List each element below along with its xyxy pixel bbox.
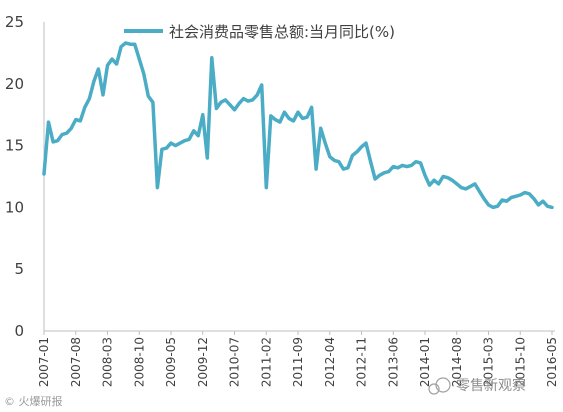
x-tick-label: 2008-10 [132, 337, 146, 387]
watermark-left: © 火爆研报 [4, 394, 63, 408]
y-tick-label: 25 [5, 13, 24, 31]
series-line-0 [42, 41, 554, 210]
x-tick-label: 2015-10 [513, 337, 527, 387]
x-tick-label: 2013-06 [386, 337, 400, 387]
x-tick-label: 2007-01 [37, 337, 51, 387]
x-tick-label: 2008-03 [101, 337, 115, 387]
y-axis: 0 5 10 15 20 25 [5, 13, 45, 340]
watermark-right: 零售新观察 [456, 377, 526, 394]
x-tick-label: 2014-08 [450, 337, 464, 387]
x-tick-label: 2016-05 [545, 337, 559, 387]
y-tick-label: 15 [5, 137, 24, 155]
x-tick-label: 2010-07 [228, 337, 242, 387]
watermark-bubble-icon-small [428, 383, 440, 395]
x-tick-marks [43, 331, 553, 335]
legend[interactable]: 社会消费品零售总额:当月同比(%) [124, 23, 395, 41]
series-lines [42, 41, 554, 210]
x-tick-labels: 2007-01 2007-08 2008-03 2008-10 2009-05 2009-… [37, 337, 559, 387]
x-tick-label: 2012-11 [355, 337, 369, 387]
x-tick-label: 2014-01 [418, 337, 432, 387]
x-tick-label: 2007-08 [69, 337, 83, 387]
y-tick-label: 5 [14, 260, 24, 278]
x-axis: 2007-01 2007-08 2008-03 2008-10 2009-05 2009-… [37, 330, 559, 387]
x-tick-label: 2011-09 [291, 337, 305, 387]
x-tick-label: 2012-04 [323, 337, 337, 387]
y-tick-label: 20 [5, 75, 24, 93]
y-tick-label: 0 [14, 322, 24, 340]
x-tick-label: 2009-12 [196, 337, 210, 387]
y-tick-label: 10 [5, 198, 24, 216]
x-tick-label: 2009-05 [164, 337, 178, 387]
legend-label: 社会消费品零售总额:当月同比(%) [169, 23, 395, 41]
y-tick-labels: 0 5 10 15 20 25 [5, 13, 24, 340]
watermark-bubble-icon [435, 377, 451, 393]
x-tick-label: 2011-02 [259, 337, 273, 387]
watermark: 零售新观察 © 火爆研报 [4, 377, 526, 408]
x-tick-label: 2015-03 [482, 337, 496, 387]
